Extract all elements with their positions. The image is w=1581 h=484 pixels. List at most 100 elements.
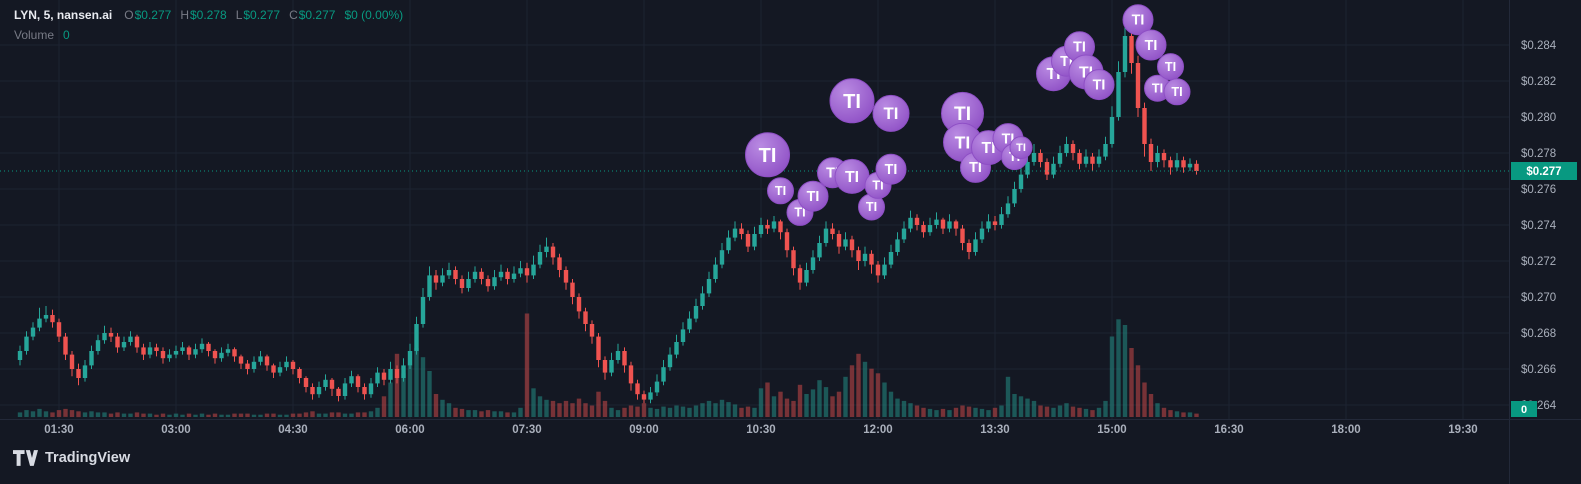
candle-up <box>147 347 153 355</box>
volume-bar <box>1031 400 1037 417</box>
ti-marker-label: TI <box>1132 13 1145 29</box>
volume-bar <box>661 406 666 417</box>
candle-down <box>479 271 484 279</box>
ti-marker-label: TI <box>1073 40 1086 56</box>
ti-marker[interactable]: TI <box>1163 78 1191 106</box>
candle-down <box>433 275 439 283</box>
ti-marker[interactable]: TI <box>1009 136 1033 160</box>
volume-bar <box>973 407 978 417</box>
ti-marker[interactable]: TI <box>1083 69 1115 101</box>
candle-down <box>966 243 972 252</box>
candle-down <box>765 225 770 229</box>
volume-bar <box>349 413 354 417</box>
last-price-tag[interactable]: $0.277 <box>1511 162 1577 180</box>
volume-bar <box>888 391 894 417</box>
candle-up <box>407 351 413 366</box>
tradingview-logo-link[interactable]: TradingView <box>13 450 130 466</box>
candle-up <box>817 243 822 258</box>
ti-marker-label: TI <box>872 179 883 193</box>
candle-down <box>329 379 335 389</box>
candle-up <box>440 275 445 283</box>
candle-up <box>1057 153 1063 164</box>
volume-bar <box>784 398 790 417</box>
ti-marker[interactable]: TI <box>767 177 794 205</box>
volume-bar <box>836 391 842 417</box>
volume-bar <box>1012 394 1017 417</box>
ti-marker[interactable]: TI <box>829 78 875 124</box>
candle-down <box>791 250 796 269</box>
candle-down <box>1181 160 1186 168</box>
candle-up <box>843 239 848 247</box>
high-value: $0.278 <box>189 8 227 22</box>
candle-down <box>459 279 465 288</box>
ti-marker[interactable]: TI <box>858 193 885 221</box>
volume-bar <box>121 413 127 417</box>
ti-marker-bubble <box>767 177 794 205</box>
volume-bar <box>953 407 959 417</box>
candle-up <box>700 293 705 306</box>
candle-down <box>271 365 276 373</box>
ti-marker[interactable]: TI <box>1122 4 1154 36</box>
volume-bar <box>862 361 868 417</box>
candle-up <box>706 279 712 294</box>
ti-marker-label: TI <box>794 206 805 220</box>
price-axis[interactable]: $0.284 $0.282 $0.280 $0.278 $0.276 $0.274 $0.2… <box>1521 40 1557 412</box>
ti-marker[interactable]: TI <box>1135 29 1167 61</box>
candle-up <box>368 383 374 395</box>
ti-marker[interactable]: TI <box>1157 53 1184 81</box>
volume-bar <box>1194 413 1199 417</box>
candle-down <box>589 324 595 337</box>
candle-up <box>973 239 978 252</box>
candle-up <box>1012 189 1017 204</box>
volume-zero-tag[interactable]: 0 <box>1511 401 1537 417</box>
ti-marker[interactable]: TI <box>1064 31 1095 63</box>
candle-up <box>102 333 107 341</box>
time-axis[interactable]: 01:30 03:00 04:30 06:00 07:30 09:00 10:30 12:00… <box>44 424 1477 436</box>
candle-down <box>264 356 270 366</box>
volume-bar <box>914 405 920 417</box>
time-axis-label: 19:30 <box>1448 424 1477 436</box>
price-axis-label: $0.284 <box>1521 40 1557 52</box>
ti-marker-label: TI <box>843 91 861 113</box>
ti-marker[interactable]: TI <box>941 91 984 135</box>
volume-label[interactable]: Volume <box>14 28 55 42</box>
candle-down <box>622 351 627 366</box>
volume-bar <box>89 411 94 418</box>
candle-up <box>544 246 549 252</box>
candle-up <box>427 275 432 297</box>
ti-marker[interactable]: TI <box>797 180 829 212</box>
ti-marker-label: TI <box>866 200 877 214</box>
volume-bar <box>225 414 231 417</box>
candle-up <box>121 342 127 348</box>
volume-bar <box>427 371 432 417</box>
candle-up <box>414 324 419 351</box>
volume-bar <box>745 406 751 417</box>
high-label: H <box>180 8 189 22</box>
symbol-title[interactable]: LYN, 5, nansen.ai <box>14 8 113 22</box>
ti-marker[interactable]: TI <box>834 158 870 194</box>
volume-bar <box>388 382 393 417</box>
candle-down <box>108 333 114 337</box>
candle-down <box>50 315 55 323</box>
volume-bar <box>895 398 900 417</box>
candle-down <box>635 383 640 395</box>
grid-lines <box>0 0 1510 419</box>
volume-bar <box>63 408 68 417</box>
volume-bar <box>316 413 322 417</box>
ti-marker[interactable]: TI <box>875 153 907 185</box>
candle-down <box>303 378 309 387</box>
price-axis-label: $0.276 <box>1521 184 1556 196</box>
ti-marker[interactable]: TI <box>872 94 910 132</box>
volume-bar <box>453 407 458 417</box>
ti-marker-label: TI <box>1093 77 1106 93</box>
candle-down <box>1135 63 1141 108</box>
candle-up <box>667 354 673 368</box>
ti-marker[interactable]: TI <box>745 132 790 178</box>
candle-down <box>583 311 588 324</box>
candle-down <box>1044 162 1050 175</box>
ti-marker-bubble <box>1009 136 1033 160</box>
volume-bar <box>199 413 205 417</box>
candle-down <box>297 369 302 378</box>
candle-down <box>505 271 510 279</box>
